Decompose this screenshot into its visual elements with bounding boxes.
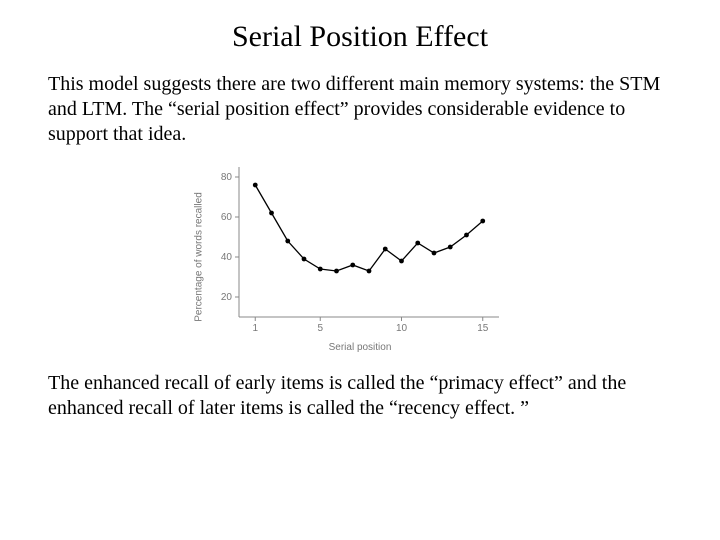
data-point <box>448 245 453 250</box>
data-point <box>383 247 388 252</box>
data-point <box>318 267 323 272</box>
serial-position-chart: Percentage of words recalled 20406080151… <box>213 161 507 353</box>
data-point <box>480 219 485 224</box>
data-line <box>255 185 483 271</box>
data-point <box>464 233 469 238</box>
x-tick-label: 10 <box>396 323 408 334</box>
y-axis-label: Percentage of words recalled <box>194 192 205 322</box>
page-title: Serial Position Effect <box>48 20 672 54</box>
x-tick-label: 5 <box>317 323 323 334</box>
data-point <box>399 259 404 264</box>
intro-paragraph: This model suggests there are two differ… <box>48 72 672 147</box>
closing-paragraph: The enhanced recall of early items is ca… <box>48 371 672 421</box>
x-tick-label: 1 <box>252 323 258 334</box>
data-point <box>302 257 307 262</box>
chart-svg: 20406080151015 <box>213 161 507 335</box>
data-point <box>334 269 339 274</box>
data-point <box>415 241 420 246</box>
data-point <box>350 263 355 268</box>
data-point <box>432 251 437 256</box>
y-tick-label: 20 <box>221 292 233 303</box>
data-point <box>253 183 258 188</box>
x-tick-label: 15 <box>477 323 489 334</box>
data-point <box>367 269 372 274</box>
y-tick-label: 40 <box>221 252 233 263</box>
chart-container: Percentage of words recalled 20406080151… <box>48 161 672 353</box>
y-tick-label: 60 <box>221 212 233 223</box>
data-point <box>269 211 274 216</box>
data-point <box>285 239 290 244</box>
y-tick-label: 80 <box>221 172 233 183</box>
x-axis-label: Serial position <box>213 342 507 353</box>
